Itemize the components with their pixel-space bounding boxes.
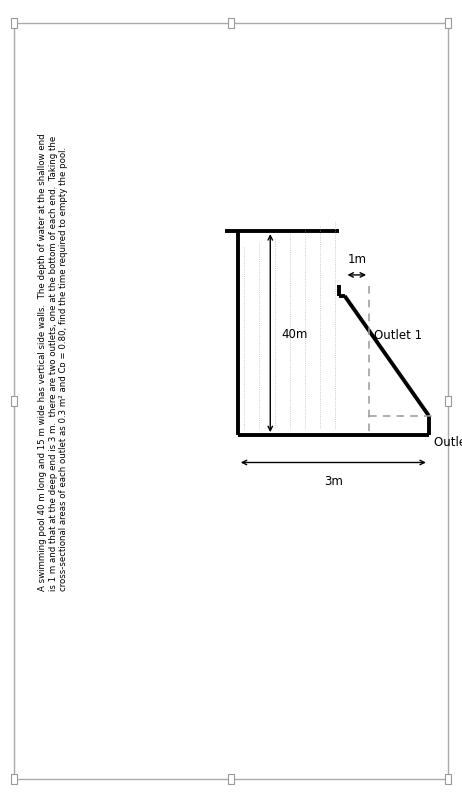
Bar (11, 397, 17, 406)
Bar (445, 397, 451, 406)
Bar (228, 774, 234, 784)
Text: 1m: 1m (347, 253, 366, 266)
Text: A swimming pool 40 m long and 15 m wide has vertical side walls.  The depth of w: A swimming pool 40 m long and 15 m wide … (38, 132, 68, 590)
Bar (11, 18, 17, 29)
Text: 3m: 3m (324, 475, 343, 487)
Text: Outlet 1: Outlet 1 (374, 329, 422, 342)
Bar (11, 774, 17, 784)
Text: Outlet 2: Outlet 2 (433, 435, 462, 448)
Bar (228, 18, 234, 29)
Bar (445, 18, 451, 29)
Bar (445, 774, 451, 784)
Text: 40m: 40m (281, 328, 308, 340)
